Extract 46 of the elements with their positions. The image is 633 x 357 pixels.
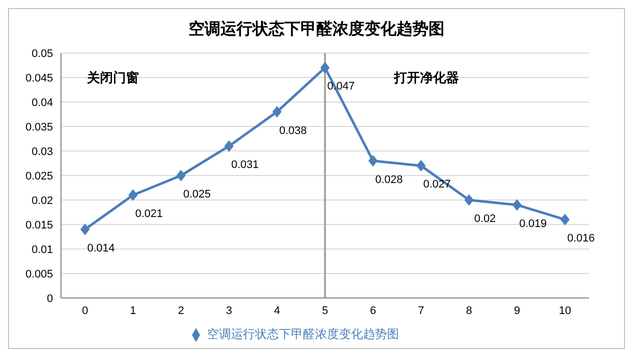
x-tick-label: 6 <box>370 304 376 317</box>
y-tick-label: 0 <box>46 292 53 305</box>
data-label: 0.02 <box>474 213 496 225</box>
annotation: 打开净化器 <box>394 69 459 87</box>
point <box>368 155 378 166</box>
x-tick-label: 3 <box>226 304 232 317</box>
point <box>512 199 522 210</box>
data-label: 0.025 <box>183 188 211 200</box>
x-tick-label: 1 <box>130 304 136 317</box>
point <box>272 106 282 118</box>
y-tick-label: 0.01 <box>32 244 53 256</box>
y-tick-label: 0.015 <box>25 219 53 232</box>
y-tick-label: 0.025 <box>25 170 53 182</box>
point <box>560 214 570 226</box>
point <box>416 160 426 172</box>
point <box>224 140 234 152</box>
point <box>80 224 90 235</box>
y-tick-label: 0.05 <box>32 48 53 60</box>
point <box>176 170 186 181</box>
x-tick-label: 9 <box>514 304 520 317</box>
point <box>464 194 474 206</box>
x-tick-label: 0 <box>82 304 88 317</box>
data-label: 0.014 <box>87 242 115 254</box>
x-tick-label: 2 <box>178 304 184 317</box>
x-tick-label: 8 <box>466 304 472 317</box>
legend-label: 空调运行状态下甲醛浓度变化趋势图 <box>207 327 399 341</box>
x-tick-label: 4 <box>274 304 280 317</box>
data-label: 0.031 <box>231 159 259 172</box>
x-tick-label: 10 <box>558 304 572 317</box>
y-tick-label: 0.045 <box>25 72 53 84</box>
x-tick-label: 7 <box>418 304 424 317</box>
y-tick-label: 0.02 <box>32 194 53 207</box>
annotation: 关闭门窗 <box>87 69 139 87</box>
x-tick-label: 5 <box>322 304 328 317</box>
data-label: 0.019 <box>519 218 547 230</box>
data-label: 0.021 <box>135 208 163 220</box>
point <box>128 190 138 201</box>
point <box>320 62 330 74</box>
data-label: 0.038 <box>279 124 307 137</box>
data-label: 0.028 <box>375 174 403 186</box>
y-tick-label: 0.03 <box>32 146 53 158</box>
chart-title: 空调运行状态下甲醛浓度变化趋势图 <box>188 19 446 40</box>
y-tick-label: 0.035 <box>25 121 53 134</box>
y-tick-label: 0.005 <box>25 268 53 280</box>
y-tick-label: 0.04 <box>32 96 53 109</box>
data-label: 0.016 <box>567 232 595 245</box>
